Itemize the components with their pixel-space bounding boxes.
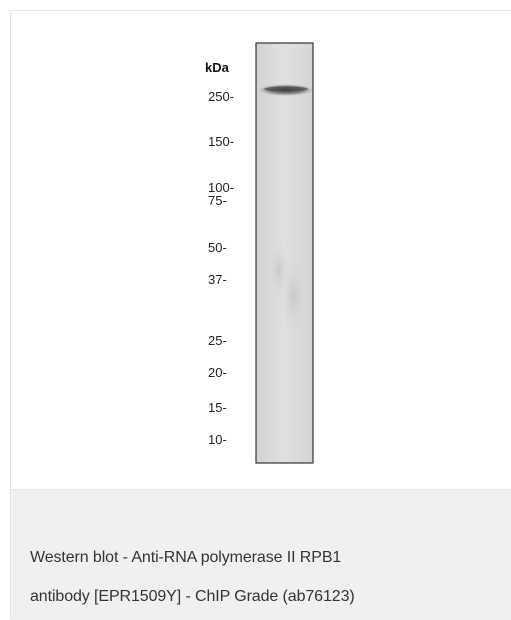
western-blot-figure: kDa 250- 150- 100- 75- 50- 37- 25- 20- 1… [11,11,511,489]
marker-label-75: 75- [208,193,227,208]
caption-line-1: Western blot - Anti-RNA polymerase II RP… [30,549,342,566]
marker-label-15: 15- [208,400,227,415]
caption-line-2: antibody [EPR1509Y] - ChIP Grade (ab7612… [30,588,355,605]
kda-unit-label: kDa [205,60,230,75]
figure-caption: Western blot - Anti-RNA polymerase II RP… [11,489,511,620]
marker-label-10: 10- [208,432,227,447]
marker-label-20: 20- [208,365,227,380]
marker-label-25: 25- [208,333,227,348]
western-blot-image: kDa 250- 150- 100- 75- 50- 37- 25- 20- 1… [205,42,314,464]
marker-label-37: 37- [208,272,227,287]
background-smudge [269,241,289,301]
marker-label-50: 50- [208,240,227,255]
marker-label-100: 100- [208,180,234,195]
protein-band-core [264,86,308,92]
figure-card: kDa 250- 150- 100- 75- 50- 37- 25- 20- 1… [10,10,511,620]
marker-label-150: 150- [208,134,234,149]
marker-label-250: 250- [208,89,234,104]
